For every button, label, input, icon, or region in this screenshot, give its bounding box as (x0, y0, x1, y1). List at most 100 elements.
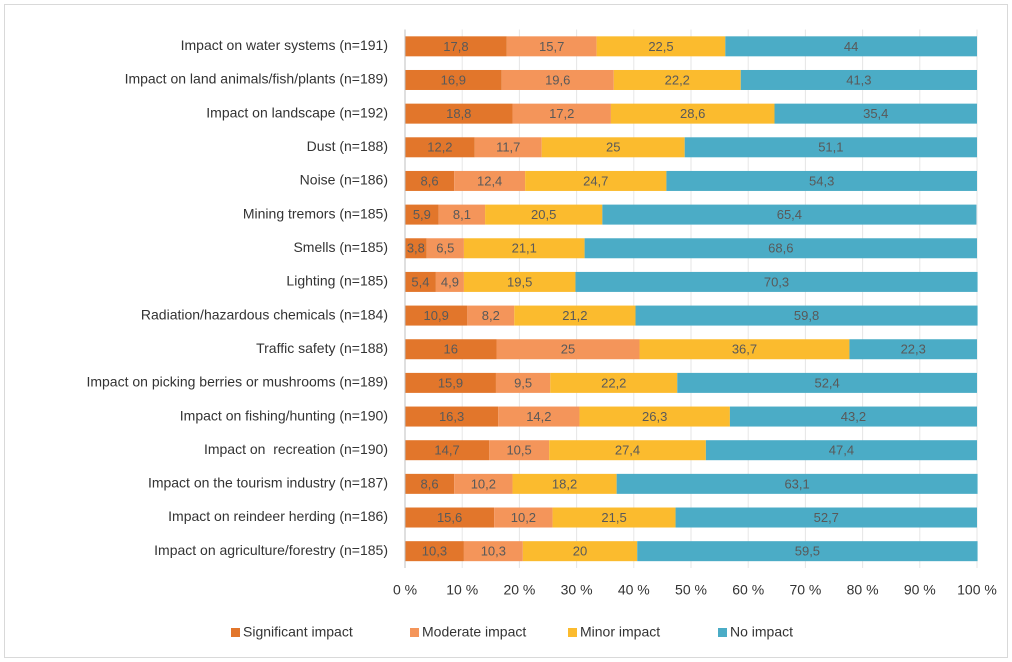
x-tick-label: 40 % (618, 582, 650, 598)
legend-label: Significant impact (243, 624, 353, 640)
category-label: Noise (n=186) (300, 172, 388, 188)
bar-segment (495, 372, 551, 393)
bar-segment (405, 473, 455, 494)
data-label: 25 (606, 140, 620, 155)
legend-label: Minor impact (580, 624, 660, 640)
legend-swatch (718, 628, 727, 637)
bar-segment (549, 440, 706, 461)
bar-segment (613, 69, 741, 90)
data-label: 65,4 (777, 207, 802, 222)
data-label: 10,2 (471, 476, 496, 491)
bar-segment (512, 473, 617, 494)
x-tick-label: 20 % (503, 582, 535, 598)
bar-segment (774, 103, 977, 124)
bar-segment (522, 541, 638, 562)
bar-segment (635, 305, 978, 326)
data-label: 51,1 (818, 140, 843, 155)
category-label: Impact on the tourism industry (n=187) (148, 475, 388, 491)
bar-segment (550, 372, 678, 393)
data-label: 12,2 (427, 140, 452, 155)
data-label: 18,2 (552, 476, 577, 491)
chart-frame (4, 4, 1008, 658)
category-label: Impact on fishing/hunting (n=190) (180, 407, 388, 423)
data-label: 26,3 (642, 409, 667, 424)
data-label: 21,1 (512, 241, 537, 256)
category-label: Dust (n=188) (307, 138, 388, 154)
bar-segment (485, 204, 603, 225)
legend-swatch (410, 628, 419, 637)
bar-segment (405, 271, 436, 292)
bar-segment (467, 305, 515, 326)
bar-segment (474, 137, 542, 158)
data-label: 8,6 (421, 476, 439, 491)
bar-segment (616, 473, 978, 494)
bar-segment (675, 507, 977, 528)
data-label: 16,3 (439, 409, 464, 424)
bar-segment (405, 204, 439, 225)
bar-segment (639, 339, 850, 360)
x-tick-label: 50 % (675, 582, 707, 598)
x-tick-label: 30 % (561, 582, 593, 598)
x-tick-label: 0 % (393, 582, 417, 598)
data-label: 8,1 (453, 207, 471, 222)
bar-segment (438, 204, 486, 225)
data-label: 11,7 (496, 140, 520, 155)
bar-segment (405, 103, 513, 124)
bar-segment (435, 271, 464, 292)
x-tick-label: 90 % (904, 582, 936, 598)
data-label: 59,5 (795, 544, 820, 559)
category-label: Traffic safety (n=188) (256, 340, 388, 356)
legend-swatch (568, 628, 577, 637)
data-label: 15,9 (438, 375, 463, 390)
data-label: 43,2 (841, 409, 866, 424)
bar-segment (552, 507, 676, 528)
bar-segment (729, 406, 977, 427)
bar-segment (454, 473, 513, 494)
data-label: 27,4 (615, 443, 640, 458)
data-label: 63,1 (784, 476, 809, 491)
data-label: 17,2 (549, 106, 574, 121)
bar-segment (463, 238, 585, 259)
data-label: 44 (844, 39, 858, 54)
data-label: 5,4 (411, 274, 429, 289)
bar-segment (405, 339, 497, 360)
legend-label: No impact (730, 624, 793, 640)
data-label: 52,4 (814, 375, 839, 390)
category-label: Impact on water systems (n=191) (181, 37, 388, 53)
data-label: 10,3 (481, 544, 506, 559)
bar-segment (498, 406, 580, 427)
data-label: 15,6 (437, 510, 462, 525)
data-label: 10,3 (422, 544, 447, 559)
legend-swatch (231, 628, 240, 637)
x-tick-label: 10 % (446, 582, 478, 598)
bar-segment (610, 103, 775, 124)
data-label: 5,9 (413, 207, 431, 222)
bar-segment (496, 339, 640, 360)
category-label: Impact on picking berries or mushrooms (… (86, 374, 388, 390)
bar-segment (666, 170, 977, 191)
category-label: Impact on agriculture/forestry (n=185) (154, 542, 388, 558)
data-label: 21,5 (601, 510, 626, 525)
bar-segment (405, 372, 496, 393)
data-label: 24,7 (583, 173, 608, 188)
bar-segment (405, 69, 502, 90)
x-tick-label: 80 % (847, 582, 879, 598)
data-label: 52,7 (814, 510, 839, 525)
data-label: 54,3 (809, 173, 834, 188)
bar-segment (405, 440, 490, 461)
bar-segment (705, 440, 977, 461)
bar-segment (849, 339, 977, 360)
bar-segment (494, 507, 553, 528)
category-label: Impact on reindeer herding (n=186) (168, 508, 388, 524)
data-label: 22,5 (648, 39, 673, 54)
data-label: 41,3 (846, 72, 871, 87)
bar-segment (584, 238, 977, 259)
data-label: 12,4 (477, 173, 502, 188)
bar-segment (684, 137, 977, 158)
data-label: 3,8 (407, 241, 425, 256)
data-label: 14,7 (434, 443, 459, 458)
data-label: 8,2 (482, 308, 500, 323)
data-label: 15,7 (539, 39, 564, 54)
bar-segment (454, 170, 526, 191)
